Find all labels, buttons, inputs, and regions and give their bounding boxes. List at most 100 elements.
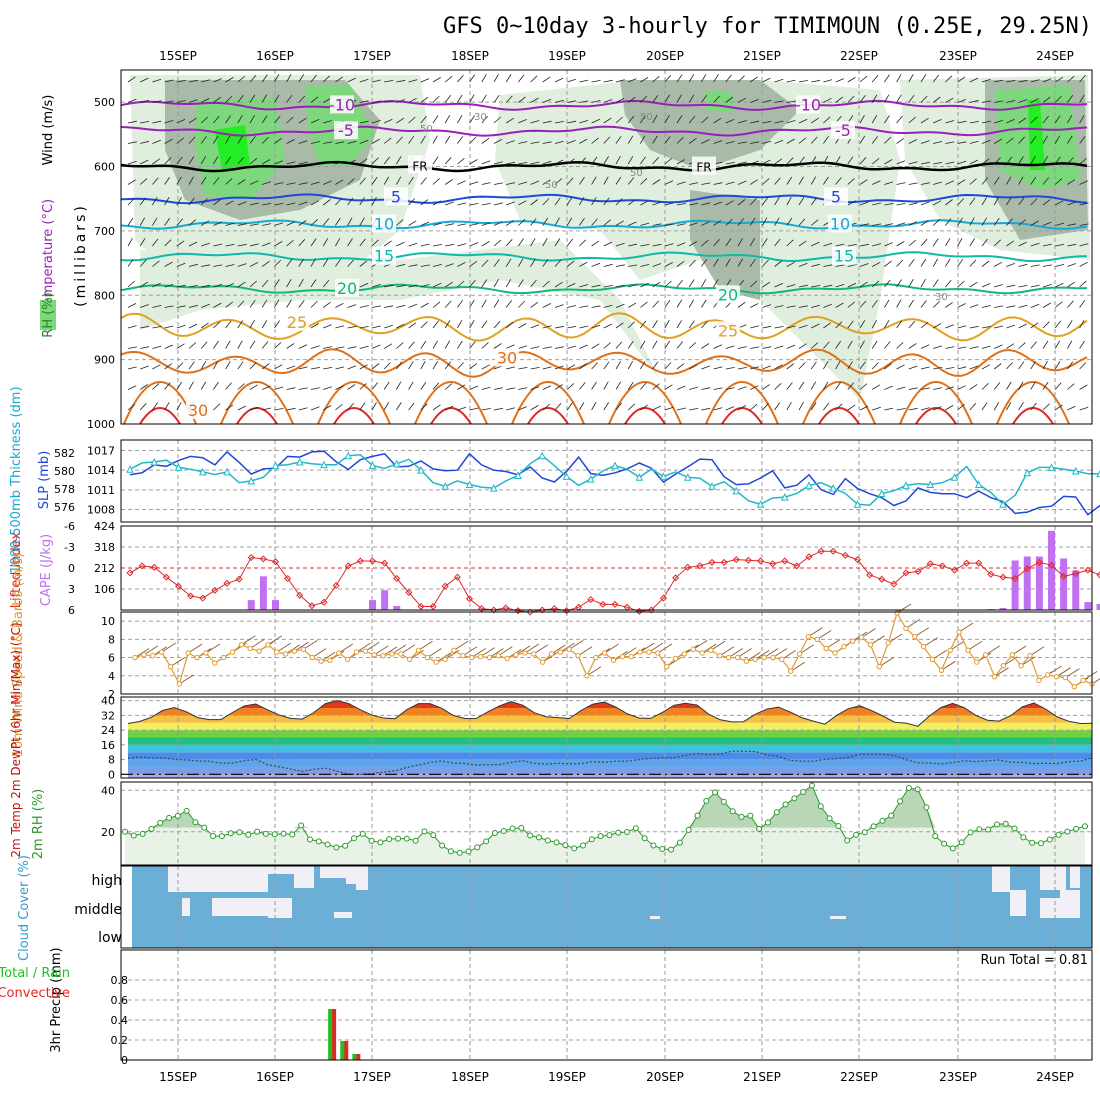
wind-tick-label: 8	[108, 633, 115, 646]
wind-barb	[591, 240, 600, 247]
wind-barb	[213, 115, 220, 124]
li-marker	[999, 573, 1007, 581]
wind-barb	[518, 200, 527, 206]
wind-barb	[274, 203, 284, 206]
wind-barb	[237, 243, 247, 247]
wind-barb	[469, 279, 476, 288]
wind-barb	[188, 285, 198, 288]
wind-barb-10m	[693, 639, 708, 650]
li-marker	[441, 582, 449, 590]
wind-barb	[664, 299, 671, 308]
wind-barb	[1018, 99, 1028, 103]
wind-barb	[1018, 285, 1028, 288]
wind-barb	[176, 100, 186, 103]
li-marker	[866, 571, 874, 579]
li-marker	[732, 556, 740, 564]
wind-barb	[554, 159, 564, 165]
wind-barb	[774, 217, 780, 226]
thickness-marker	[683, 473, 692, 481]
cape-bar	[1084, 602, 1092, 610]
wind-barb	[835, 321, 843, 329]
wind-barb	[420, 403, 428, 411]
wind-barb	[798, 137, 807, 144]
wind-barb	[1030, 284, 1040, 288]
wind-barb	[164, 284, 174, 288]
wind-barb	[298, 161, 308, 165]
wind-barb-10m	[356, 642, 371, 653]
isotherm-label-bg	[831, 121, 855, 140]
wind-barb	[615, 402, 622, 411]
wind-speed-marker	[991, 673, 998, 680]
wind-barb	[518, 345, 528, 349]
wind-barb	[957, 346, 967, 349]
wind-barb	[188, 241, 198, 247]
wind-barb	[310, 367, 320, 370]
wind-barb	[1079, 384, 1088, 390]
wind-barb	[371, 363, 380, 370]
precip-total-bar	[340, 1041, 346, 1060]
rh-marker	[368, 837, 375, 844]
isotherm-arc-hot	[527, 407, 569, 425]
rh-marker	[738, 813, 745, 820]
wind-barb	[1054, 156, 1061, 165]
wind-speed-marker	[442, 656, 448, 663]
wind-barb	[554, 77, 564, 83]
li-marker	[1035, 558, 1043, 566]
wind-barb	[408, 361, 414, 370]
wind-barb	[957, 325, 967, 329]
wind-barb	[884, 115, 890, 124]
wind-barb	[127, 120, 137, 124]
wind-barb	[1067, 361, 1074, 370]
rh-marker	[888, 812, 895, 819]
wind-barb	[652, 405, 661, 411]
wind-speed-marker	[938, 667, 945, 674]
thickness-marker	[853, 500, 862, 508]
wind-barb	[445, 201, 454, 206]
wind-barb	[566, 260, 575, 267]
date-label-bottom: 19SEP	[548, 1070, 586, 1084]
wind-barb-10m	[338, 643, 354, 654]
wind-barb	[1067, 201, 1077, 206]
wind-barb-10m	[249, 639, 265, 649]
wind-barb	[359, 345, 369, 349]
wind-barb	[945, 301, 953, 308]
wind-barb	[579, 239, 587, 247]
wind-barb	[530, 258, 536, 267]
wind-barb	[188, 361, 195, 370]
wind-barb	[176, 156, 183, 165]
wind-barb	[969, 384, 978, 390]
wind-barb	[371, 239, 379, 247]
wind-barb-10m	[994, 667, 1009, 678]
wind-barb	[457, 223, 467, 226]
wind-barb	[323, 120, 332, 124]
wind-barb	[1079, 320, 1085, 329]
wind-barb	[420, 340, 427, 349]
wind-barb	[237, 75, 245, 83]
wind-speed-marker	[415, 647, 422, 653]
cloud-clear-patch	[294, 866, 314, 888]
wind-barb-10m	[755, 649, 770, 660]
precip-total-bar	[328, 1009, 334, 1060]
wind-barb	[1054, 320, 1062, 329]
rh-marker	[712, 789, 719, 796]
wind-barb	[762, 99, 772, 103]
wind-barb	[603, 263, 613, 267]
wind-barb	[127, 76, 136, 83]
rh-marker	[447, 848, 454, 855]
wind-barb	[347, 197, 354, 206]
wind-barb-10m	[471, 648, 486, 658]
wind-barb	[518, 96, 526, 103]
wind-barb	[749, 217, 756, 226]
wind-barb	[1030, 116, 1038, 124]
date-label-bottom: 16SEP	[256, 1070, 294, 1084]
cloud-ylabel: Cloud Cover (%)	[17, 855, 32, 961]
wind-barb	[579, 138, 588, 144]
wind-speed-marker	[531, 651, 537, 657]
wind-barb-10m	[161, 642, 176, 653]
wind-barb	[701, 94, 708, 103]
wind-barb	[530, 120, 540, 124]
wind-barb	[274, 386, 284, 390]
wind-barb-10m	[958, 622, 974, 633]
thickness-marker	[780, 492, 789, 501]
wind-barb	[896, 241, 905, 247]
